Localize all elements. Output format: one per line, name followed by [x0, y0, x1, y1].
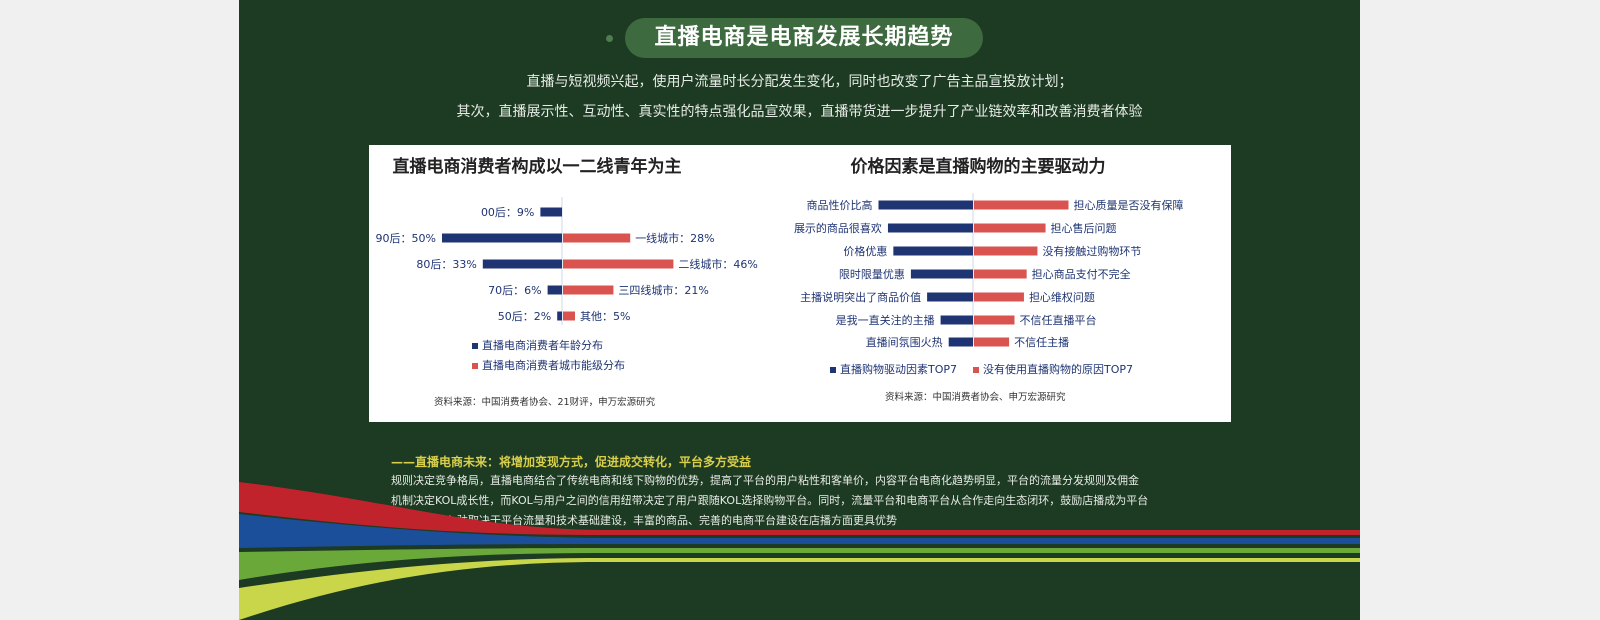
driver-bar: [887, 223, 973, 233]
stripe-red: [239, 482, 1360, 535]
age-bar-label: 90后：50%: [376, 232, 436, 245]
reason-bar-label: 担心维权问题: [1029, 290, 1095, 304]
stripe-green: [239, 548, 1360, 580]
legend-1-age-swatch: [472, 343, 478, 349]
legend-2-reasons-swatch: [973, 367, 979, 373]
driver-bar-label: 限时限量优惠: [839, 267, 905, 281]
city-bar-label: 二线城市：46%: [678, 257, 757, 271]
city-bar: [563, 311, 575, 321]
age-bar-label: 80后：33%: [416, 258, 476, 271]
reason-bar: [974, 246, 1038, 256]
driver-bar: [910, 269, 973, 279]
reason-bar-label: 担心质量是否没有保障: [1074, 198, 1184, 212]
chart-1-city-series: 一线城市：28% 二线城市：46% 三四线城市：21% 其他：5%: [563, 231, 758, 323]
reason-bar-label: 担心售后问题: [1051, 221, 1117, 235]
chart-1-age-series: 00后：9% 90后：50% 80后：33% 70后：6% 50后：2%: [376, 206, 562, 323]
reason-bar-label: 没有接触过购物环节: [1042, 244, 1141, 258]
reason-bar-label: 不信任主播: [1014, 335, 1069, 349]
driver-bar-label: 商品性价比高: [807, 198, 873, 212]
city-bar-label: 一线城市：28%: [635, 231, 714, 245]
decorative-stripes: [239, 482, 1360, 620]
future-heading: ——直播电商未来：将增加变现方式，促进成交转化，平台多方受益: [391, 455, 752, 469]
reason-bar: [974, 223, 1046, 233]
chart-2-reasons-series: 担心质量是否没有保障担心售后问题没有接触过购物环节担心商品支付不完全担心维权问题…: [974, 198, 1184, 349]
city-bar: [563, 233, 631, 243]
future-line-1: 规则决定竞争格局，直播电商结合了传统电商和线下购物的优势，提高了平台的用户粘性和…: [391, 474, 1139, 487]
title-dot-icon: [606, 35, 613, 42]
reason-bar: [974, 337, 1010, 347]
legend-2-reasons-label: 没有使用直播购物的原因TOP7: [983, 362, 1133, 376]
subtitle-line-2: 其次，直播展示性、互动性、真实性的特点强化品宣效果，直播带货进一步提升了产业链效…: [456, 104, 1143, 120]
driver-bar: [893, 246, 973, 256]
chart-2-source: 资料来源：中国消费者协会、申万宏源研究: [885, 391, 1066, 403]
subtitle-line-1: 直播与短视频兴起，使用户流量时长分配发生变化，同时也改变了广告主品宣投放计划；: [526, 74, 1073, 90]
driver-bar: [940, 315, 973, 325]
reason-bar-label: 担心商品支付不完全: [1032, 267, 1131, 281]
legend-2-drivers-swatch: [830, 367, 836, 373]
chart-1-source: 资料来源：中国消费者协会、21财评，申万宏源研究: [434, 396, 656, 408]
chart-1-title: 直播电商消费者构成以一二线青年为主: [393, 156, 682, 177]
age-bar-label: 00后：9%: [481, 206, 534, 219]
future-line-3: 共识，商家入驻取决于平台流量和技术基础建设，丰富的商品、完善的电商平台建设在店播…: [391, 514, 897, 527]
page-title: 直播电商是电商发展长期趋势: [625, 18, 983, 58]
legend-1-city-label: 直播电商消费者城市能级分布: [482, 358, 625, 372]
reason-bar-label: 不信任直播平台: [1020, 313, 1097, 327]
legend-2-drivers-label: 直播购物驱动因素TOP7: [840, 362, 957, 376]
charts-svg: 直播电商消费者构成以一二线青年为主 00后：9% 90后：50% 80后：33% 70…: [376, 156, 1184, 408]
age-bar-label: 50后：2%: [498, 310, 551, 323]
age-bar: [482, 259, 562, 269]
reason-bar: [974, 315, 1015, 325]
chart-2-drivers-series: 商品性价比高展示的商品很喜欢价格优惠限时限量优惠主播说明突出了商品价值是我一直关…: [794, 198, 973, 349]
reason-bar: [974, 269, 1027, 279]
age-bar: [540, 207, 562, 217]
reason-bar: [974, 200, 1069, 210]
chart-2-title: 价格因素是直播购物的主要驱动力: [851, 156, 1106, 177]
stripe-blue: [239, 514, 1360, 548]
driver-bar-label: 展示的商品很喜欢: [794, 221, 882, 235]
city-bar-label: 三四线城市：21%: [618, 283, 708, 297]
slide: 直播电商是电商发展长期趋势 直播与短视频兴起，使用户流量时长分配发生变化，同时也…: [239, 0, 1360, 620]
reason-bar: [974, 292, 1024, 302]
legend-1-city-swatch: [472, 363, 478, 369]
driver-bar: [927, 292, 973, 302]
city-bar: [563, 285, 614, 295]
stripe-yellow: [239, 558, 1360, 620]
age-bar: [442, 233, 562, 243]
charts-panel: 直播电商消费者构成以一二线青年为主 00后：9% 90后：50% 80后：33% 70…: [369, 145, 1231, 422]
age-bar: [547, 285, 562, 295]
driver-bar-label: 直播间氛围火热: [866, 335, 943, 349]
age-bar-label: 70后：6%: [488, 284, 541, 297]
age-bar: [557, 311, 562, 321]
future-body: 规则决定竞争格局，直播电商结合了传统电商和线下购物的优势，提高了平台的用户粘性和…: [391, 471, 1213, 531]
driver-bar-label: 是我一直关注的主播: [836, 313, 935, 327]
city-bar: [563, 259, 674, 269]
driver-bar: [948, 337, 973, 347]
driver-bar-label: 主播说明突出了商品价值: [800, 290, 921, 304]
city-bar-label: 其他：5%: [580, 310, 630, 323]
future-line-2: 机制决定KOL成长性，而KOL与用户之间的信用纽带决定了用户跟随KOL选择购物平…: [391, 494, 1149, 507]
legend-1-age-label: 直播电商消费者年龄分布: [482, 338, 603, 352]
driver-bar: [878, 200, 973, 210]
driver-bar-label: 价格优惠: [843, 244, 887, 258]
